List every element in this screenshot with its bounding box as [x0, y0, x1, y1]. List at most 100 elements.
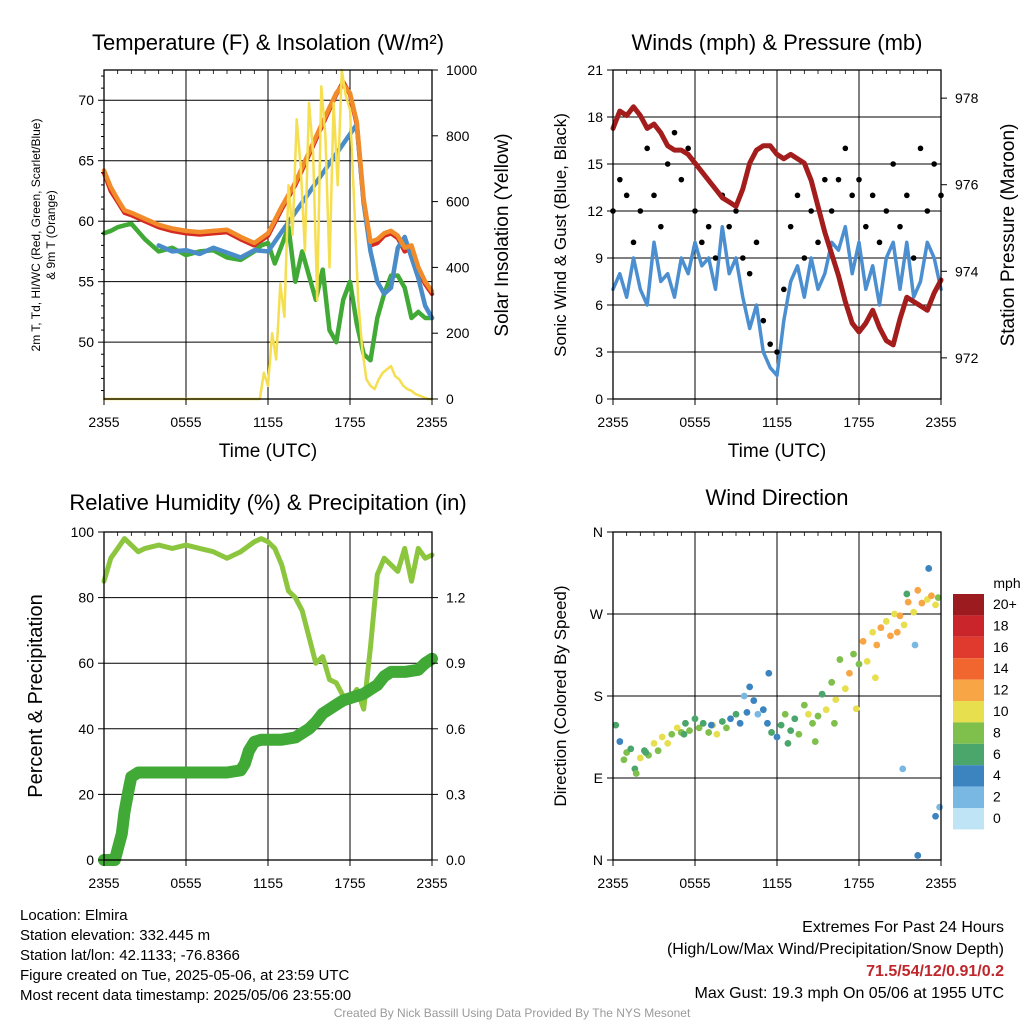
direction-point — [787, 727, 795, 735]
colorbar-label: 4 — [993, 767, 1001, 783]
direction-point — [809, 719, 816, 727]
x-tick-label: 0555 — [170, 875, 201, 891]
gust-point — [801, 255, 808, 261]
direction-point — [784, 739, 792, 747]
direction-point — [899, 765, 907, 773]
direction-point — [680, 730, 688, 738]
y2-tick-label: 974 — [955, 263, 979, 279]
direction-point — [723, 724, 730, 732]
direction-point — [828, 678, 836, 686]
extremes-subtitle: (High/Low/Max Wind/Precipitation/Snow De… — [666, 941, 1004, 958]
x-tick-label: 2355 — [416, 414, 447, 430]
y2-tick-label: 0 — [446, 391, 454, 407]
x-tick-label: 2355 — [925, 414, 956, 430]
gust-point — [794, 192, 801, 199]
station-info: Location: Elmira Station elevation: 332.… — [20, 906, 351, 1006]
gust-point — [842, 145, 849, 152]
direction-point — [795, 730, 803, 738]
direction-point — [746, 683, 754, 691]
gust-point — [869, 192, 876, 199]
direction-point — [773, 733, 781, 741]
temp-xlabel: Time (UTC) — [219, 441, 318, 462]
direction-point — [791, 715, 799, 723]
extremes-box: Extremes For Past 24 Hours (High/Low/Max… — [667, 917, 1004, 1005]
gust-point — [822, 176, 828, 183]
rh-ylabel: Percent & Precipitation — [25, 594, 47, 797]
gust-point — [753, 239, 760, 246]
wind-title: Winds (mph) & Pressure (mb) — [632, 30, 923, 55]
colorbar-swatch — [953, 722, 984, 744]
colorbar-swatch — [953, 679, 984, 701]
direction-point — [893, 628, 901, 636]
direction-point — [743, 709, 751, 716]
gust-point — [760, 317, 767, 324]
gust-point — [808, 208, 814, 214]
direction-point — [934, 594, 942, 601]
y2-tick-label: 0.6 — [446, 721, 466, 737]
colorbar-label: 12 — [993, 682, 1009, 698]
direction-point — [914, 586, 922, 594]
x-tick-label: 0555 — [170, 414, 201, 430]
y2-tick-label: 200 — [446, 325, 470, 341]
x-tick-label: 2355 — [416, 875, 447, 891]
gust-point — [705, 223, 712, 230]
direction-point — [918, 599, 926, 607]
direction-point — [814, 712, 822, 720]
direction-point — [911, 641, 919, 649]
gust-point — [617, 176, 623, 183]
station-latlon: Station lat/lon: 42.1133; -76.8366 — [20, 947, 240, 964]
gust-point — [876, 239, 883, 246]
direction-point — [695, 724, 703, 732]
gust-point — [651, 192, 657, 199]
y-tick-label: S — [594, 688, 603, 704]
direction-point — [764, 719, 771, 727]
colorbar-swatch — [953, 786, 984, 808]
y-tick-label: 6 — [595, 297, 603, 313]
direction-point — [800, 701, 808, 709]
x-tick-label: 1155 — [762, 875, 792, 891]
direction-point — [713, 730, 721, 738]
colorbar-label: 14 — [993, 660, 1009, 676]
colorbar-label: 2 — [993, 789, 1001, 805]
gust-point — [931, 161, 937, 167]
gust-point — [774, 349, 780, 355]
gust-point — [890, 161, 896, 167]
precipitation-line — [98, 652, 438, 866]
gust-point — [924, 208, 931, 214]
direction-point — [882, 617, 890, 625]
gust-point — [658, 223, 664, 230]
relative-humidity-line — [101, 536, 435, 712]
gust-point — [678, 176, 685, 183]
y-tick-label: 100 — [71, 524, 95, 540]
direction-point — [896, 612, 904, 620]
y2-tick-label: 1000 — [446, 62, 477, 78]
gust-point — [733, 208, 739, 214]
gust-point — [835, 176, 842, 183]
y-tick-label: 40 — [78, 721, 94, 737]
colorbar-swatch — [953, 615, 984, 637]
y2-tick-label: 0.3 — [446, 786, 466, 802]
direction-point — [887, 632, 894, 640]
y-tick-label: 60 — [78, 655, 94, 671]
direction-point — [654, 747, 662, 755]
y-tick-label: 60 — [78, 213, 94, 229]
gust-point — [664, 161, 671, 167]
gust-point — [917, 145, 924, 152]
y-tick-label: 80 — [78, 590, 94, 606]
direction-point — [699, 719, 707, 727]
colorbar-label: 8 — [993, 724, 1001, 740]
x-tick-label: 1155 — [253, 414, 283, 430]
gust-point — [630, 239, 637, 246]
extremes-title: Extremes For Past 24 Hours — [802, 919, 1004, 936]
temp-ylabel-2: & 9m T (Orange) — [44, 190, 58, 280]
gust-point — [828, 208, 835, 214]
y-tick-label: 50 — [78, 334, 94, 350]
gust-point — [699, 239, 705, 246]
direction-point — [818, 690, 826, 698]
y-tick-label: 12 — [587, 203, 603, 219]
gust-point — [644, 145, 650, 152]
x-tick-label: 1755 — [843, 875, 874, 891]
gust-point — [910, 255, 917, 261]
colorbar-swatch — [953, 594, 984, 616]
direction-point — [841, 685, 849, 693]
